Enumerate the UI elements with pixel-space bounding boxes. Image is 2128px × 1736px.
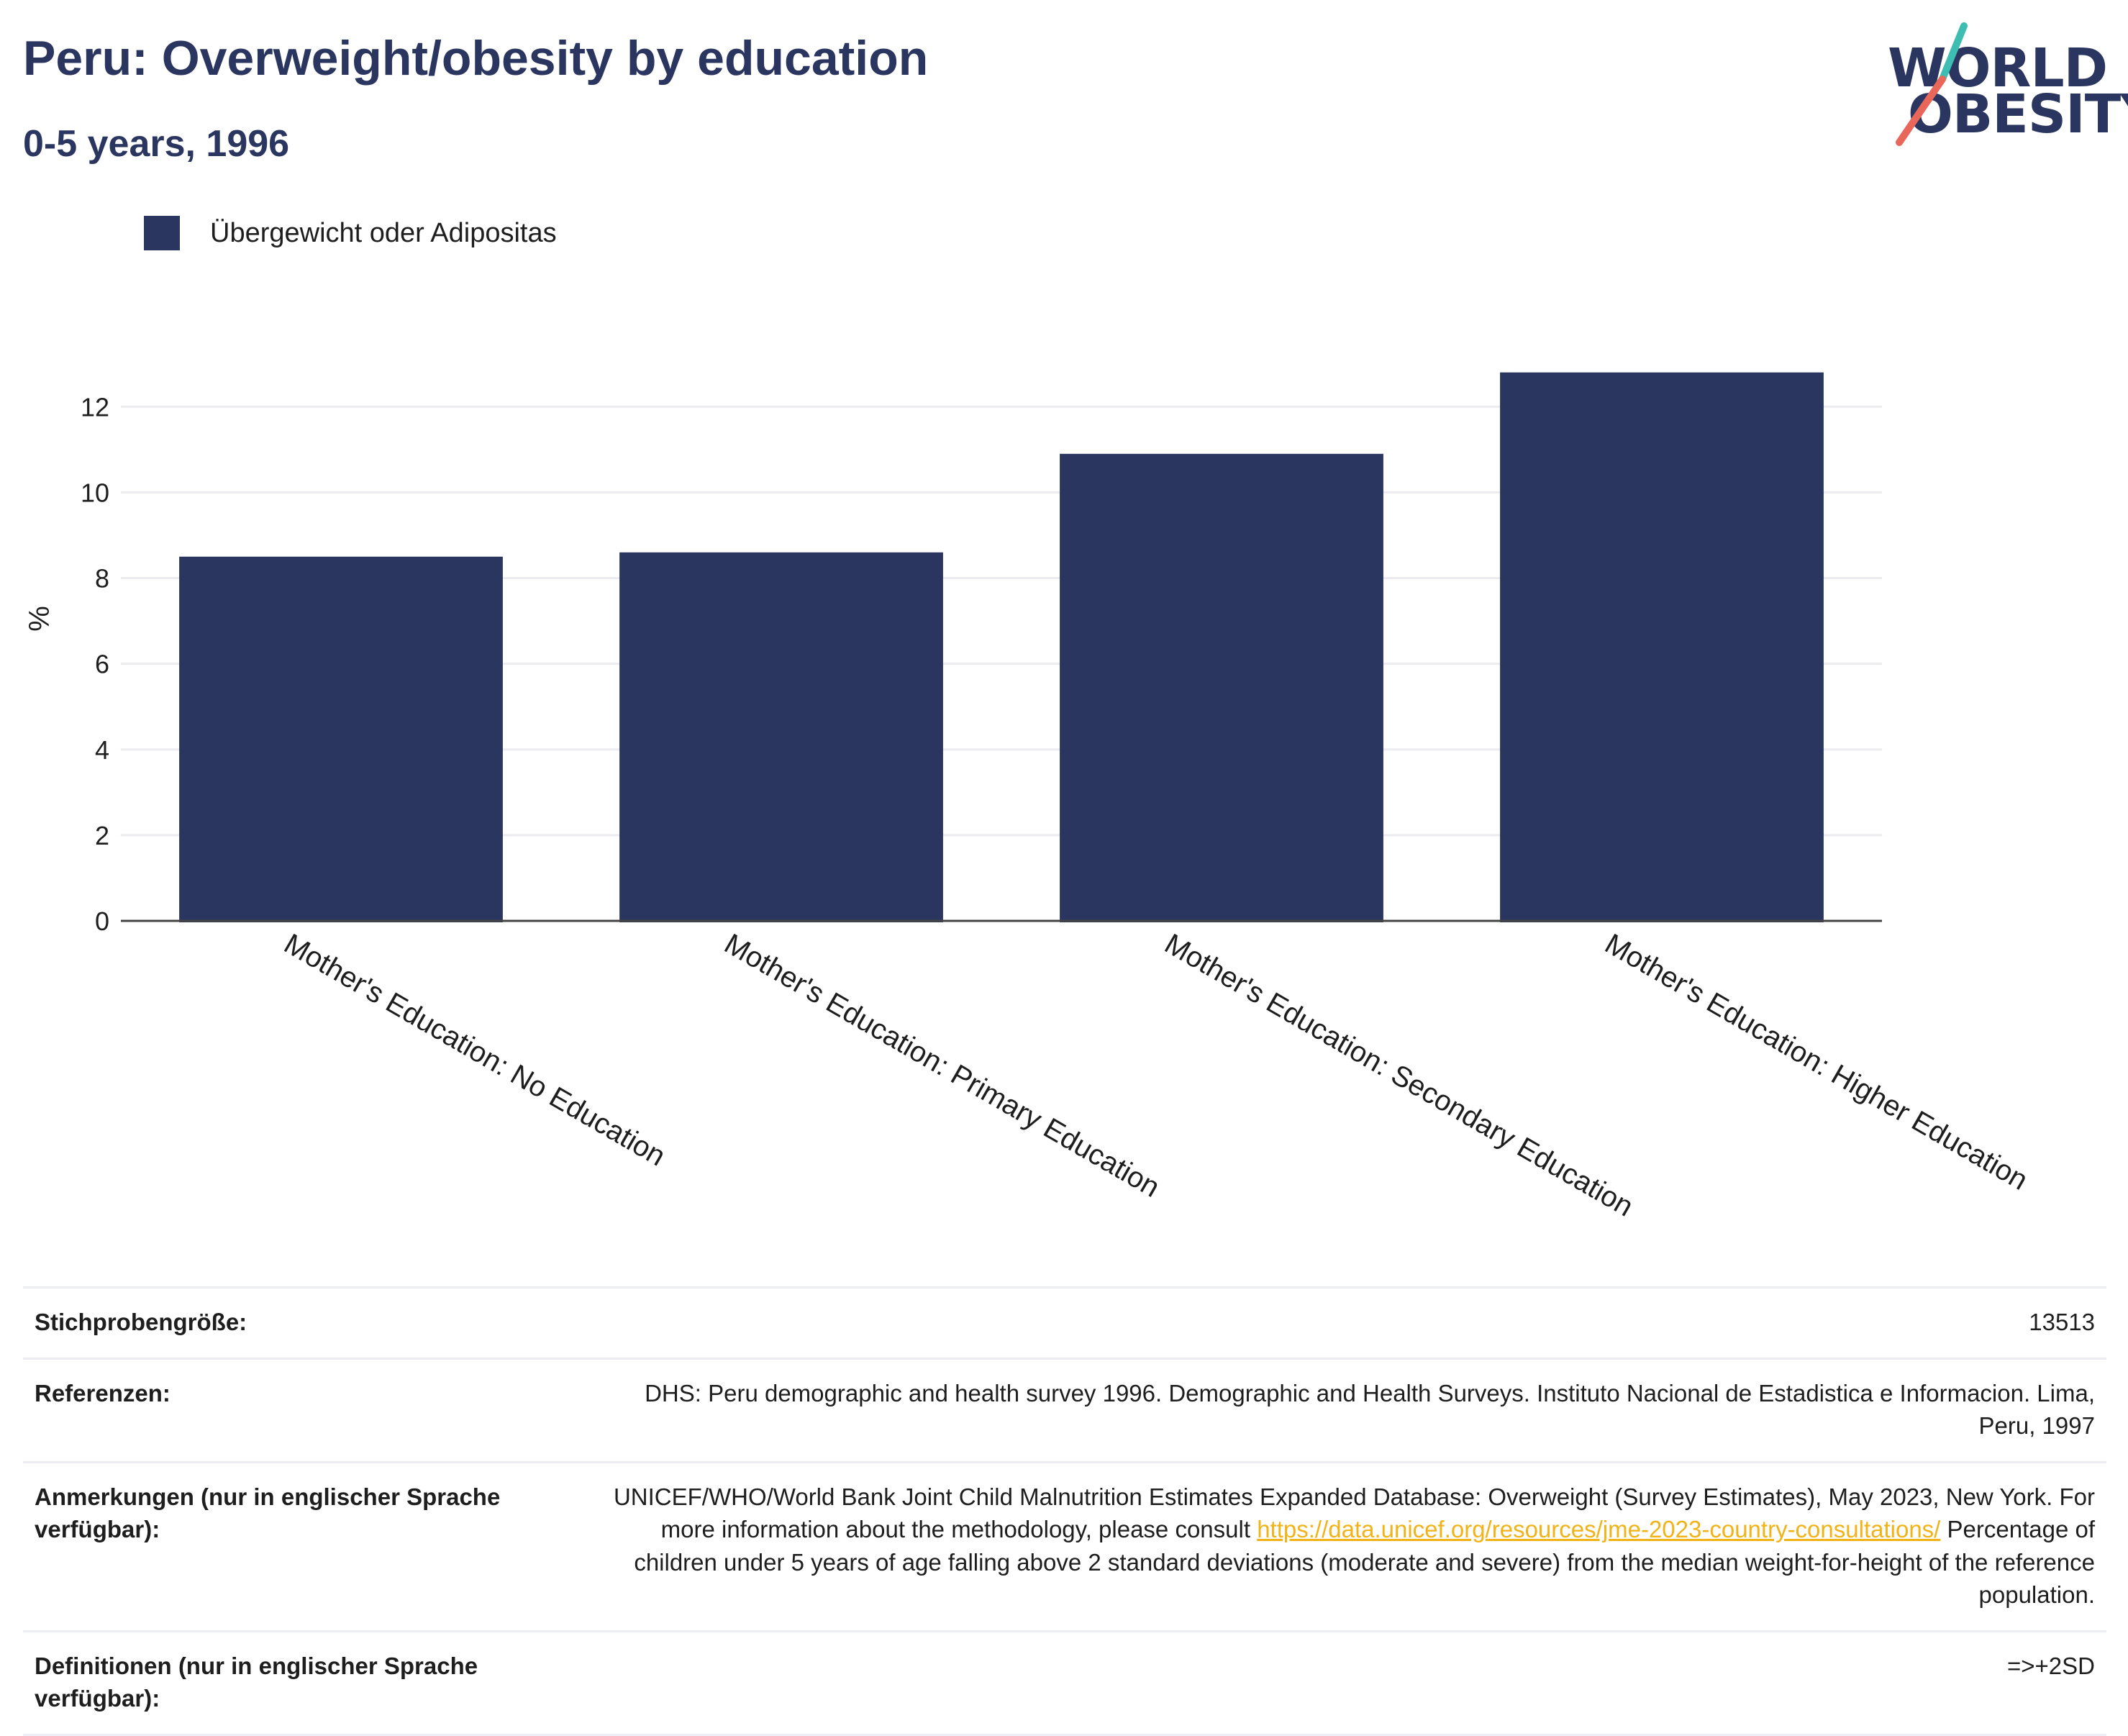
info-table: Stichprobengröße: 13513 Referenzen: DHS:…: [23, 1286, 2106, 1736]
y-tick-label: 10: [81, 478, 109, 507]
y-axis-label: %: [24, 606, 55, 632]
notes-text-after: Percentage of children under 5 years of …: [634, 1516, 2095, 1609]
y-tick-label: 2: [95, 821, 109, 850]
info-label: Definitionen (nur in englischer Sprache …: [23, 1630, 593, 1736]
x-tick-label: Mother's Education: Primary Education: [719, 928, 1165, 1204]
x-tick-label: Mother's Education: Higher Education: [1600, 928, 2033, 1196]
bar: [1060, 453, 1383, 922]
info-row-definitions: Definitionen (nur in englischer Sprache …: [23, 1630, 2106, 1736]
chart-legend: Übergewicht oder Adipositas: [144, 214, 557, 252]
x-tick-label: Mother's Education: Secondary Education: [1160, 928, 1639, 1223]
methodology-link[interactable]: https://data.unicef.org/resources/jme-20…: [1257, 1516, 1941, 1543]
bar-chart: 0 2 4 6 8 10 12 Mother's Education: No Educati…: [24, 372, 2033, 1223]
info-label: Referenzen:: [23, 1357, 593, 1463]
info-value: 13513: [593, 1286, 2106, 1359]
page-title: Peru: Overweight/obesity by education: [23, 31, 929, 86]
info-label: Anmerkungen (nur in englischer Sprache v…: [23, 1460, 593, 1632]
info-value: =>+2SD: [593, 1630, 2106, 1736]
info-row-notes: Anmerkungen (nur in englischer Sprache v…: [23, 1460, 2106, 1632]
legend-label: Übergewicht oder Adipositas: [210, 217, 557, 248]
y-tick-label: 4: [95, 735, 109, 765]
bar: [179, 556, 503, 922]
page-subtitle: 0-5 years, 1996: [23, 123, 290, 165]
logo-line-1: WORLD: [1888, 37, 2108, 99]
bar: [619, 552, 943, 922]
bar: [1500, 372, 1824, 922]
bars: [179, 372, 1824, 922]
y-tick-label: 6: [95, 650, 109, 679]
world-obesity-logo: WORLD OBESITY: [1863, 22, 2128, 158]
notes-text-before: UNICEF/WHO/World Bank Joint Child Malnut…: [613, 1483, 2095, 1543]
logo-line-2: OBESITY: [1908, 83, 2128, 145]
info-value: UNICEF/WHO/World Bank Joint Child Malnut…: [593, 1460, 2106, 1632]
info-label: Stichprobengröße:: [23, 1286, 593, 1359]
info-value: DHS: Peru demographic and health survey …: [593, 1357, 2106, 1463]
legend-swatch: [144, 216, 180, 250]
logo-slash-icon: [1896, 22, 1968, 146]
y-tick-label: 12: [81, 392, 109, 422]
x-tick-label: Mother's Education: No Education: [279, 928, 671, 1173]
x-tick-labels: Mother's Education: No Education Mother's…: [279, 928, 2033, 1223]
y-tick-label: 0: [95, 906, 109, 936]
y-tick-label: 8: [95, 564, 109, 594]
info-row-sample-size: Stichprobengröße: 13513: [23, 1286, 2106, 1359]
info-row-references: Referenzen: DHS: Peru demographic and he…: [23, 1357, 2106, 1463]
y-tick-labels: 0 2 4 6 8 10 12: [81, 392, 109, 936]
